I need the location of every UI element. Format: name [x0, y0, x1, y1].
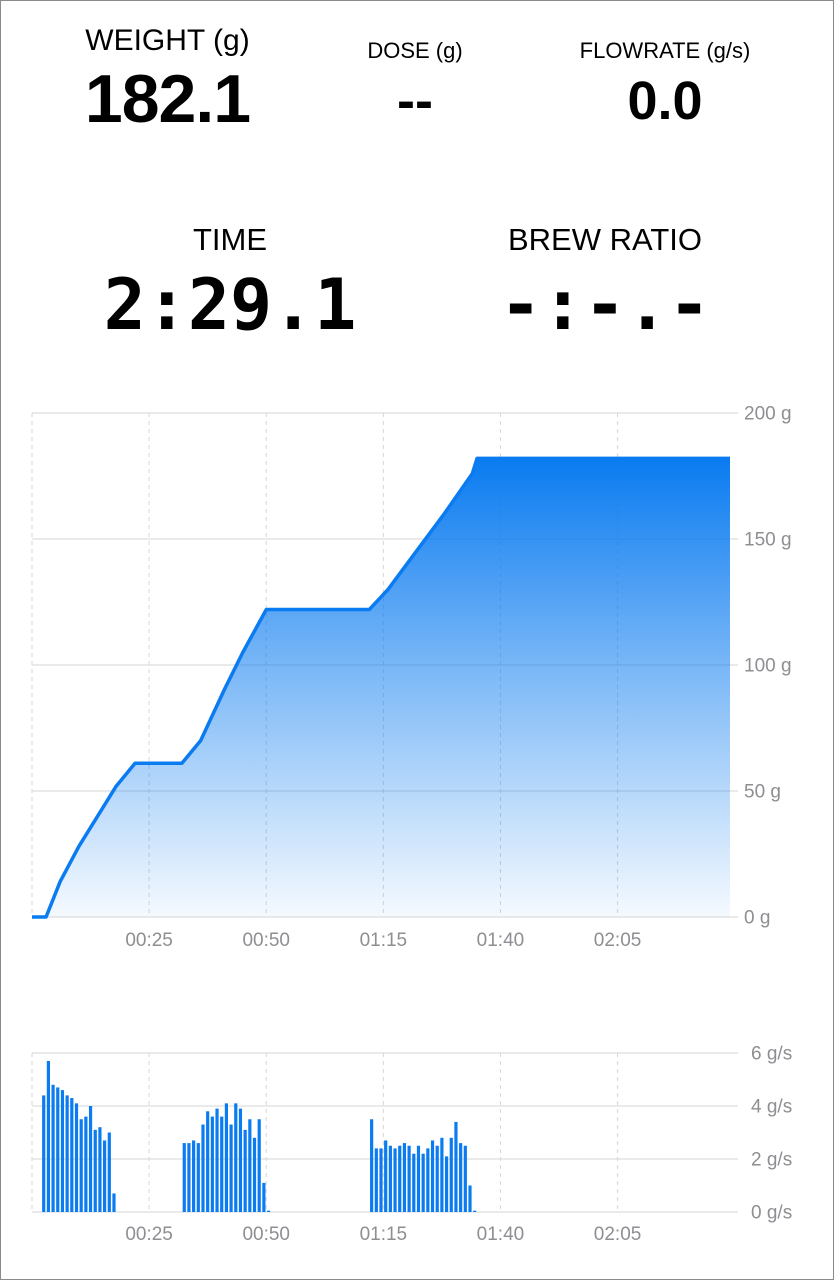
y-tick-label: 0 g — [744, 908, 770, 929]
flowrate-bar — [262, 1182, 266, 1212]
flowrate-bar — [421, 1153, 425, 1212]
y-tick-label: 100 g — [744, 656, 792, 677]
flowrate-bar — [468, 1185, 472, 1212]
flowrate-bar — [398, 1145, 402, 1212]
flowrate-value: 0.0 — [627, 71, 703, 131]
flowrate-bar — [79, 1119, 83, 1212]
flowrate-bar — [444, 1156, 449, 1212]
flowrate-bar — [60, 1090, 65, 1212]
flowrate-bar — [252, 1137, 257, 1212]
flowrate-bar — [70, 1098, 74, 1212]
y-tick-label: 50 g — [744, 782, 781, 803]
brew-ratio-value: -:-.- — [499, 264, 711, 346]
flowrate-bar — [449, 1137, 453, 1212]
x-tick-label: 01:40 — [477, 1224, 525, 1245]
weight-readout: WEIGHT (g) 182.1 — [60, 24, 275, 138]
flowrate-bar — [243, 1129, 247, 1212]
y-tick-label: 0 g/s — [751, 1203, 792, 1224]
flowrate-bar — [266, 1210, 271, 1212]
flowrate-bar — [51, 1084, 55, 1212]
flowrate-bar — [370, 1119, 374, 1212]
flowrate-bar — [440, 1137, 444, 1212]
flowrate-bar — [463, 1145, 467, 1212]
y-tick-label: 150 g — [744, 530, 792, 551]
time-readout: TIME 2:29.1 — [70, 222, 390, 346]
time-value: 2:29.1 — [103, 264, 357, 346]
brew-ratio-readout: BREW RATIO -:-.- — [470, 222, 740, 346]
flowrate-bar — [459, 1143, 463, 1212]
flowrate-bar — [201, 1124, 205, 1212]
flowrate-bar — [229, 1124, 233, 1212]
flowrate-bar — [56, 1087, 60, 1212]
flowrate-bar — [435, 1145, 439, 1212]
y-tick-label: 4 g/s — [751, 1097, 792, 1118]
x-tick-label: 01:15 — [360, 930, 408, 951]
flowrate-chart[interactable]: 6 g/s 4 g/s 2 g/s 0 g/s 00:25 00:50 01:15 01:40… — [0, 1035, 834, 1275]
flowrate-bar — [192, 1140, 196, 1212]
flowrate-bar — [93, 1129, 97, 1212]
flowrate-bar — [430, 1140, 435, 1212]
y-tick-label: 6 g/s — [751, 1044, 792, 1065]
flowrate-label: FLOWRATE (g/s) — [579, 38, 751, 63]
x-tick-label: 02:05 — [594, 1224, 642, 1245]
flowrate-bar — [393, 1148, 397, 1212]
flowrate-bar — [416, 1145, 421, 1212]
flowrate-bar — [46, 1060, 50, 1212]
flowrate-bar — [84, 1116, 88, 1212]
brew-ratio-label: BREW RATIO — [507, 222, 703, 257]
flowrate-bar — [74, 1103, 79, 1212]
flowrate-bar — [65, 1095, 69, 1212]
flowrate-bar — [402, 1143, 407, 1212]
y-tick-label: 2 g/s — [751, 1150, 792, 1171]
flowrate-bar — [196, 1143, 200, 1212]
flowrate-bar — [224, 1103, 229, 1212]
flowrate-bar — [238, 1108, 243, 1212]
weight-line — [32, 456, 730, 919]
dose-readout[interactable]: DOSE (g) -- — [330, 38, 500, 132]
flowrate-bar — [257, 1119, 261, 1212]
weight-chart[interactable]: 200 g 150 g 100 g 50 g 0 g 00:25 00:50 01:15 01:… — [0, 395, 834, 955]
flowrate-bar — [107, 1132, 111, 1212]
flowrate-bar — [42, 1095, 46, 1212]
flowrate-bar — [187, 1143, 191, 1212]
flowrate-bar — [473, 1210, 477, 1212]
weight-value: 182.1 — [84, 61, 251, 137]
flowrate-bar — [234, 1103, 238, 1212]
flowrate-bar — [182, 1143, 186, 1212]
flowrate-bar — [374, 1148, 378, 1212]
flowrate-bar — [426, 1148, 430, 1212]
flowrate-readout: FLOWRATE (g/s) 0.0 — [560, 38, 770, 132]
x-tick-label: 01:15 — [360, 1224, 408, 1245]
x-tick-label: 00:50 — [242, 930, 290, 951]
flowrate-bar — [220, 1116, 224, 1212]
weight-area — [32, 458, 730, 917]
flowrate-bar — [88, 1106, 93, 1212]
flowrate-bar — [215, 1108, 219, 1212]
flowrate-bar — [248, 1119, 252, 1212]
flowrate-bar — [384, 1140, 388, 1212]
x-tick-label: 00:25 — [125, 1224, 173, 1245]
flowrate-bar — [412, 1153, 416, 1212]
flowrate-bar — [98, 1127, 102, 1212]
dose-value: -- — [397, 71, 433, 131]
flowrate-bar — [407, 1145, 411, 1212]
flowrate-bar — [454, 1121, 458, 1212]
flowrate-bar — [379, 1148, 383, 1212]
x-tick-label: 00:50 — [242, 1224, 290, 1245]
weight-label: WEIGHT (g) — [85, 24, 250, 57]
x-tick-label: 02:05 — [594, 930, 642, 951]
x-tick-label: 01:40 — [477, 930, 525, 951]
flowrate-bar — [103, 1140, 107, 1212]
dose-label: DOSE (g) — [367, 38, 463, 63]
x-tick-label: 00:25 — [125, 930, 173, 951]
flowrate-bar — [388, 1145, 392, 1212]
time-label: TIME — [192, 222, 268, 257]
flowrate-bar — [112, 1193, 116, 1212]
y-tick-label: 200 g — [744, 404, 792, 425]
flowrate-bar — [210, 1116, 214, 1212]
flowrate-bar — [206, 1111, 210, 1212]
